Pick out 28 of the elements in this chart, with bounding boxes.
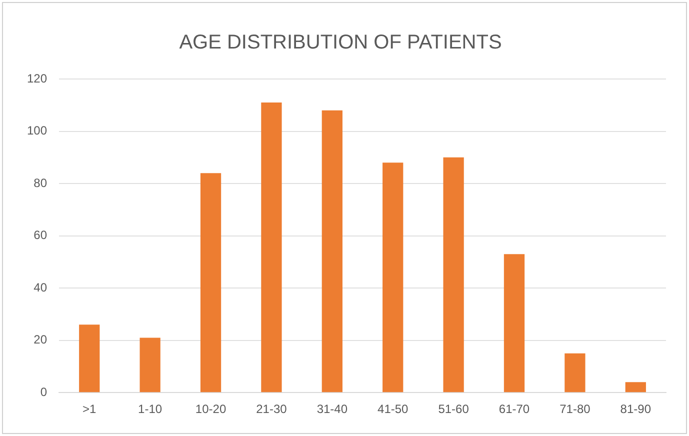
bar [564, 353, 586, 392]
bar [322, 110, 342, 392]
x-tick-label: 71-80 [560, 402, 591, 416]
x-tick-label: 51-60 [438, 402, 470, 416]
bar [504, 254, 525, 392]
y-tick-label: 80 [34, 176, 48, 190]
x-tick-label: 1-10 [138, 402, 162, 416]
bar [200, 173, 222, 392]
y-tick-label: 120 [26, 71, 48, 86]
bar [79, 324, 100, 392]
y-tick-label: 100 [26, 124, 48, 138]
y-tick-label: 0 [40, 384, 48, 399]
x-tick-label: 81-90 [620, 402, 652, 416]
bar [625, 382, 646, 392]
y-tick-label: 20 [34, 332, 48, 347]
y-tick-label: 60 [34, 228, 48, 242]
bar [261, 102, 282, 392]
y-tick-label: 40 [34, 280, 48, 294]
bar [443, 157, 464, 392]
bar [382, 162, 404, 392]
x-tick-label: 61-70 [498, 402, 530, 416]
x-tick-label: 41-50 [378, 402, 409, 416]
x-tick-label: 21-30 [256, 402, 288, 416]
x-tick-label: 31-40 [316, 402, 348, 416]
bar [140, 338, 160, 392]
x-tick-label: >1 [82, 402, 97, 416]
chart-title: AGE DISTRIBUTION OF PATIENTS [179, 32, 502, 54]
x-tick-label: 10-20 [195, 402, 226, 416]
